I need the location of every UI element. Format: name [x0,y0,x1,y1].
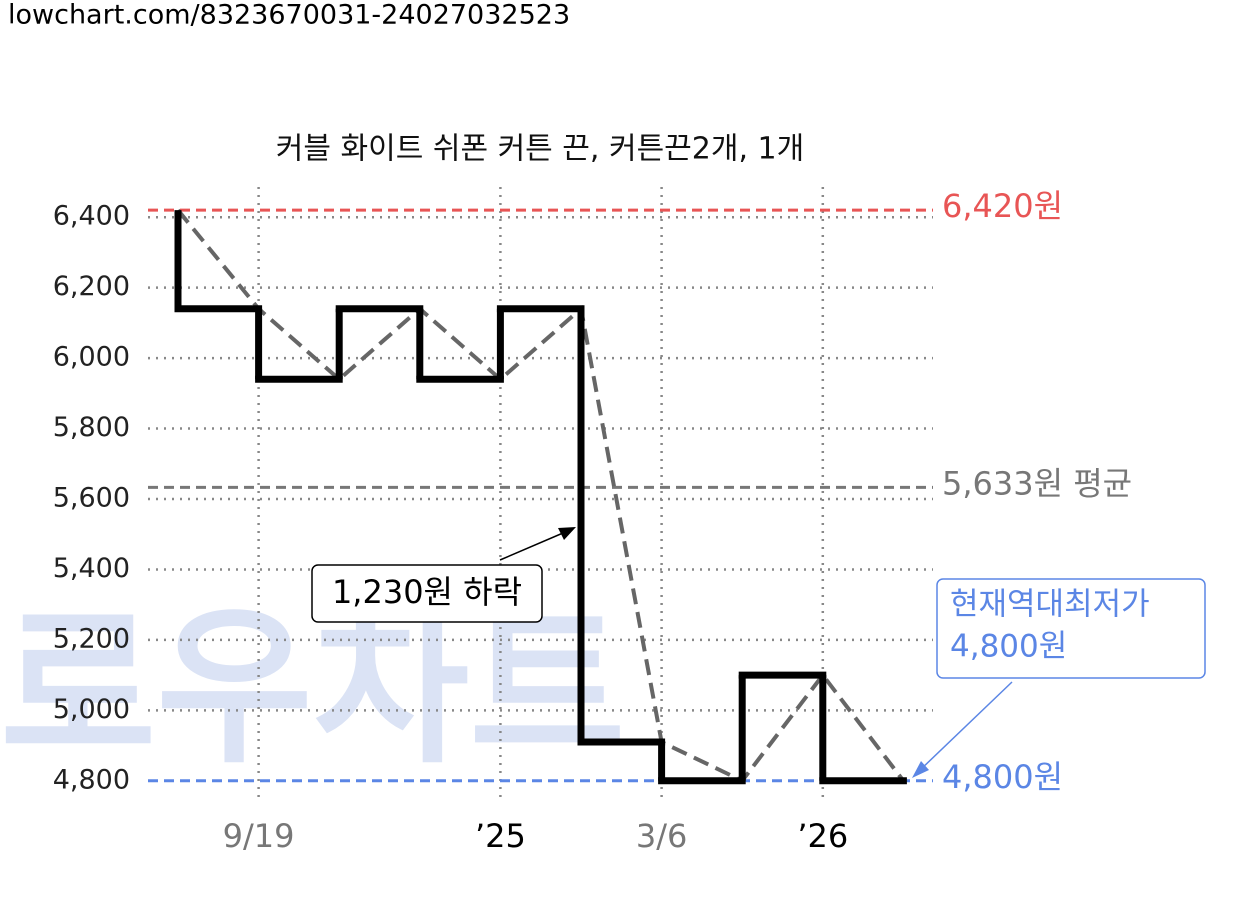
arrow-head [558,527,576,540]
reference-label: 4,800원 [942,758,1063,796]
y-tick-label: 6,200 [53,271,130,302]
annotation-text: 1,230원 하락 [332,573,522,611]
annotation-box [936,578,1206,679]
annotation-arrow [499,529,571,561]
annotation-text: 4,800원 [950,629,1067,665]
annotation-text: 현재역대최저가 [950,587,1150,623]
y-tick-label: 5,800 [53,412,130,443]
y-tick-label: 6,400 [53,201,130,232]
y-tick-label: 5,000 [53,694,130,725]
header-url: lowchart.com/8323670031-24027032523 [8,0,570,31]
x-tick-label: 3/6 [636,817,688,855]
x-tick-label: 9/19 [223,817,295,855]
annotation-box [311,564,543,623]
x-tick-label: ’25 [475,817,526,855]
reference-label: 5,633원 평균 [942,464,1132,502]
reference-label: 6,420원 [942,187,1063,225]
y-tick-label: 5,200 [53,623,130,654]
y-tick-label: 4,800 [53,764,130,795]
y-tick-label: 6,000 [53,342,130,373]
chart-title: 커블 화이트 쉬폰 커튼 끈, 커튼끈2개, 1개 [276,132,804,167]
annotation-arrow [917,681,1013,773]
arrow-head [912,761,929,778]
y-tick-label: 5,400 [53,553,130,584]
x-tick-label: ’26 [797,817,848,855]
trend-line [176,208,905,784]
y-tick-label: 5,600 [53,483,130,514]
